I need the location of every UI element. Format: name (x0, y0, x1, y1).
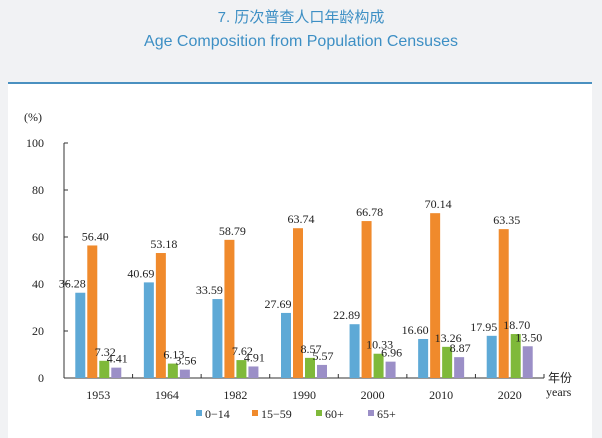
x-tick-label: 1953 (86, 388, 110, 402)
data-label: 63.74 (288, 212, 315, 226)
data-label: 36.28 (59, 277, 86, 291)
data-label: 6.96 (381, 346, 402, 360)
data-label: 33.59 (196, 283, 223, 297)
x-axis-label-cn: 年份 (548, 371, 572, 385)
bar-60+ (99, 360, 110, 378)
bar-0−14 (418, 338, 429, 378)
x-tick-label: 1982 (223, 388, 247, 402)
data-label: 8.57 (301, 342, 322, 356)
data-label: 66.78 (356, 205, 383, 219)
data-label: 8.87 (450, 341, 471, 355)
data-label: 27.69 (265, 297, 292, 311)
x-tick-label: 2000 (361, 388, 385, 402)
bar-15−59 (430, 213, 441, 378)
bar-65+ (454, 357, 465, 378)
data-label: 7.32 (95, 345, 116, 359)
legend-label: 60+ (325, 407, 344, 421)
bar-65+ (248, 366, 259, 378)
x-tick-label: 1990 (292, 388, 316, 402)
bar-15−59 (155, 253, 166, 378)
data-label: 3.56 (175, 354, 196, 368)
data-label: 4.41 (107, 352, 128, 366)
data-label: 40.69 (127, 266, 154, 280)
legend-swatch (368, 410, 374, 416)
data-label: 13.50 (515, 330, 542, 344)
data-label: 58.79 (219, 224, 246, 238)
data-label: 56.40 (82, 229, 109, 243)
legend-swatch (316, 410, 322, 416)
y-tick-label: 0 (38, 371, 44, 385)
data-label: 17.95 (470, 320, 497, 334)
chart-title-en: Age Composition from Population Censuses (144, 33, 458, 50)
bar-65+ (522, 346, 533, 378)
bar-60+ (510, 334, 521, 378)
data-label: 22.89 (333, 308, 360, 322)
x-tick-label: 2020 (498, 388, 522, 402)
bar-15−59 (498, 229, 509, 378)
data-label: 5.57 (313, 349, 334, 363)
bar-65+ (111, 367, 122, 378)
bar-0−14 (486, 335, 497, 378)
data-label: 4.91 (244, 350, 265, 364)
bar-15−59 (293, 228, 303, 378)
y-tick-label: 80 (32, 183, 44, 197)
data-label: 16.60 (402, 323, 429, 337)
data-label: 70.14 (425, 197, 452, 211)
data-label: 10.33 (366, 338, 393, 352)
bar-60+ (305, 357, 315, 378)
legend-label: 15−59 (261, 407, 292, 421)
bar-60+ (167, 363, 178, 378)
x-tick-label: 2010 (429, 388, 453, 402)
bar-0−14 (281, 312, 291, 378)
bar-65+ (317, 364, 327, 378)
y-tick-label: 100 (26, 136, 44, 150)
legend-label: 0−14 (205, 407, 230, 421)
legend-swatch (252, 410, 258, 416)
data-label: 13.26 (435, 331, 462, 345)
bar-15−59 (361, 221, 372, 378)
data-label: 6.13 (163, 348, 184, 362)
bar-60+ (373, 353, 384, 378)
bar-65+ (385, 361, 396, 378)
bar-15−59 (87, 245, 98, 378)
y-tick-label: 20 (32, 324, 44, 338)
bar-65+ (179, 369, 190, 378)
x-axis-label-en: years (546, 385, 572, 399)
bar-15−59 (224, 239, 235, 378)
bar-0−14 (349, 324, 360, 378)
x-tick-label: 1964 (155, 388, 179, 402)
data-label: 53.18 (150, 237, 177, 251)
y-tick-label: 60 (32, 230, 44, 244)
chart-title-cn: 7. 历次普查人口年龄构成 (217, 9, 385, 26)
bar-0−14 (143, 282, 154, 378)
data-label: 63.35 (493, 213, 520, 227)
data-label: 7.62 (232, 344, 253, 358)
bar-60+ (442, 346, 453, 378)
bar-60+ (236, 360, 247, 378)
data-label: 18.70 (503, 318, 530, 332)
bar-0−14 (75, 292, 86, 378)
bar-0−14 (212, 299, 223, 378)
y-axis-label: (%) (24, 110, 42, 124)
legend-label: 65+ (377, 407, 396, 421)
legend-swatch (196, 410, 202, 416)
y-tick-label: 40 (32, 277, 44, 291)
